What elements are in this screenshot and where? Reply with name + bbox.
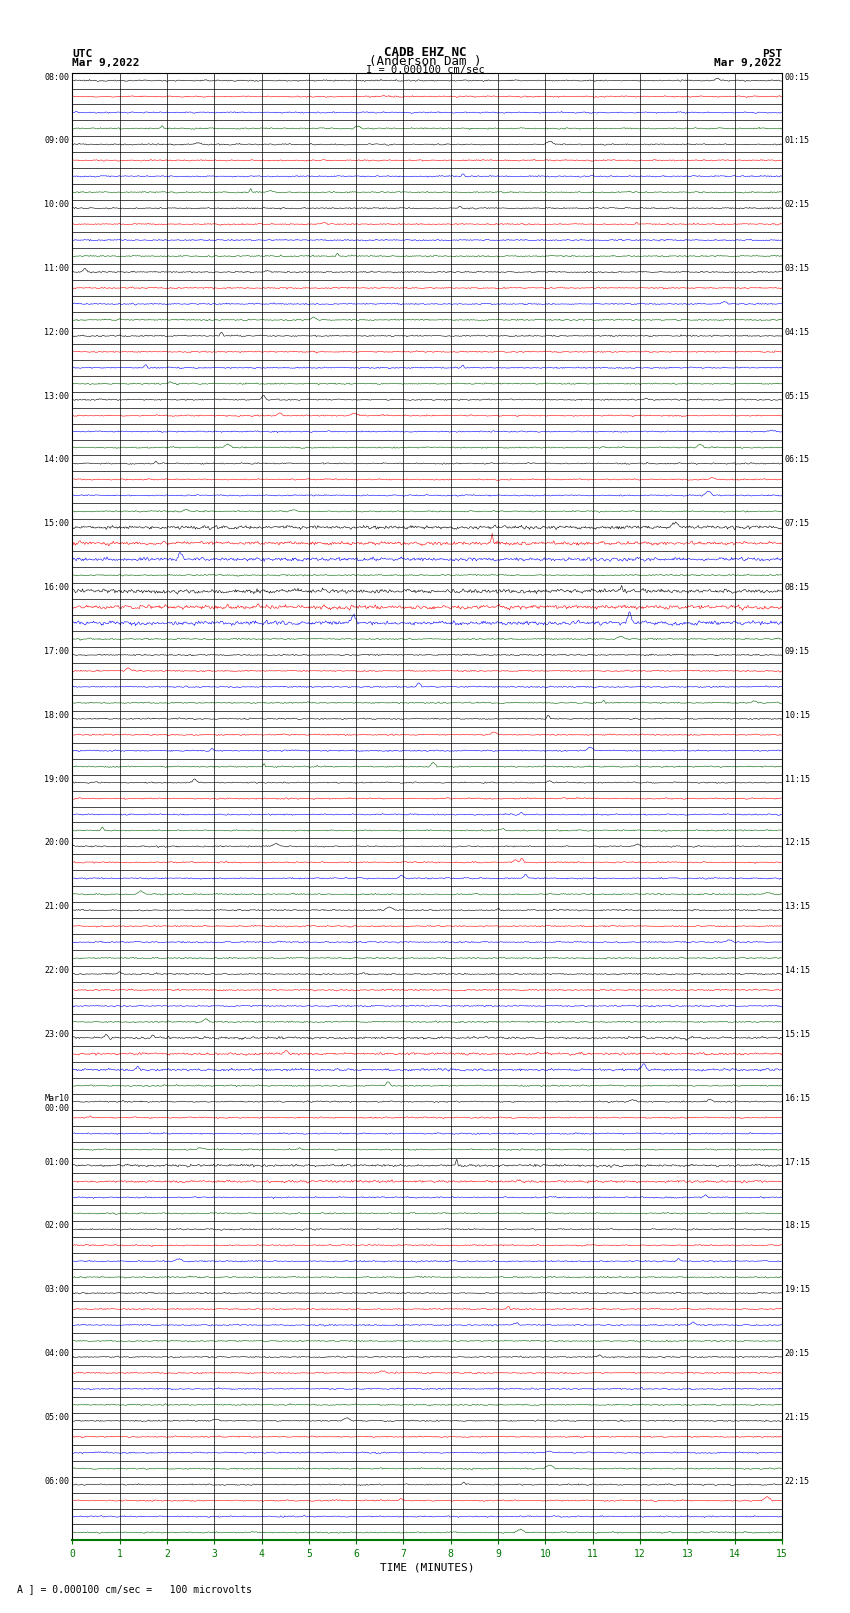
Text: I = 0.000100 cm/sec: I = 0.000100 cm/sec xyxy=(366,65,484,76)
Text: CADB EHZ NC: CADB EHZ NC xyxy=(383,45,467,58)
Text: Mar 9,2022: Mar 9,2022 xyxy=(72,58,139,68)
Text: (Anderson Dam ): (Anderson Dam ) xyxy=(369,55,481,68)
Text: Mar 9,2022: Mar 9,2022 xyxy=(715,58,782,68)
Text: PST: PST xyxy=(762,48,782,58)
Text: A ] = 0.000100 cm/sec =   100 microvolts: A ] = 0.000100 cm/sec = 100 microvolts xyxy=(17,1584,252,1594)
Text: UTC: UTC xyxy=(72,48,93,58)
X-axis label: TIME (MINUTES): TIME (MINUTES) xyxy=(380,1563,474,1573)
